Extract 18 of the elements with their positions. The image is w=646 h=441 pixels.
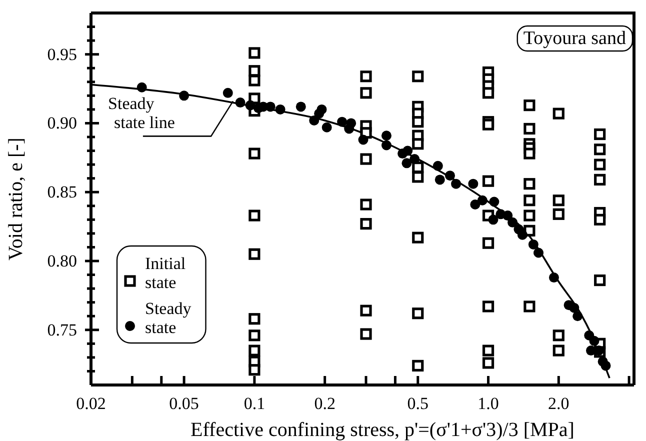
y-tick-label: 0.85: [47, 182, 77, 202]
x-tick-label: 0.05: [169, 394, 199, 414]
x-axis-title: Effective confining stress, p'=(σ'1+σ'3)/3 [MPa]: [190, 419, 574, 441]
annotation: Toyoura sand: [523, 28, 626, 49]
y-axis-title: Void ratio, e [-]: [5, 138, 27, 260]
y-tick-label: 0.95: [47, 44, 77, 64]
x-tick-label: 0.5: [407, 394, 429, 414]
y-tick-label: 0.80: [47, 251, 77, 270]
y-tick-label: 0.90: [47, 114, 77, 133]
x-tick-label: 0.2: [314, 394, 336, 414]
x-tick-label: 1.0: [478, 394, 499, 414]
x-tick-label: 0.02: [76, 394, 106, 414]
annotation: Steady state line: [108, 94, 175, 132]
legend-label: Steady state: [145, 299, 192, 337]
x-tick-label: 0.1: [244, 394, 266, 414]
x-tick-label: 2.0: [548, 394, 570, 414]
legend-label: Initial state: [145, 254, 186, 292]
y-tick-label: 0.75: [47, 320, 77, 340]
